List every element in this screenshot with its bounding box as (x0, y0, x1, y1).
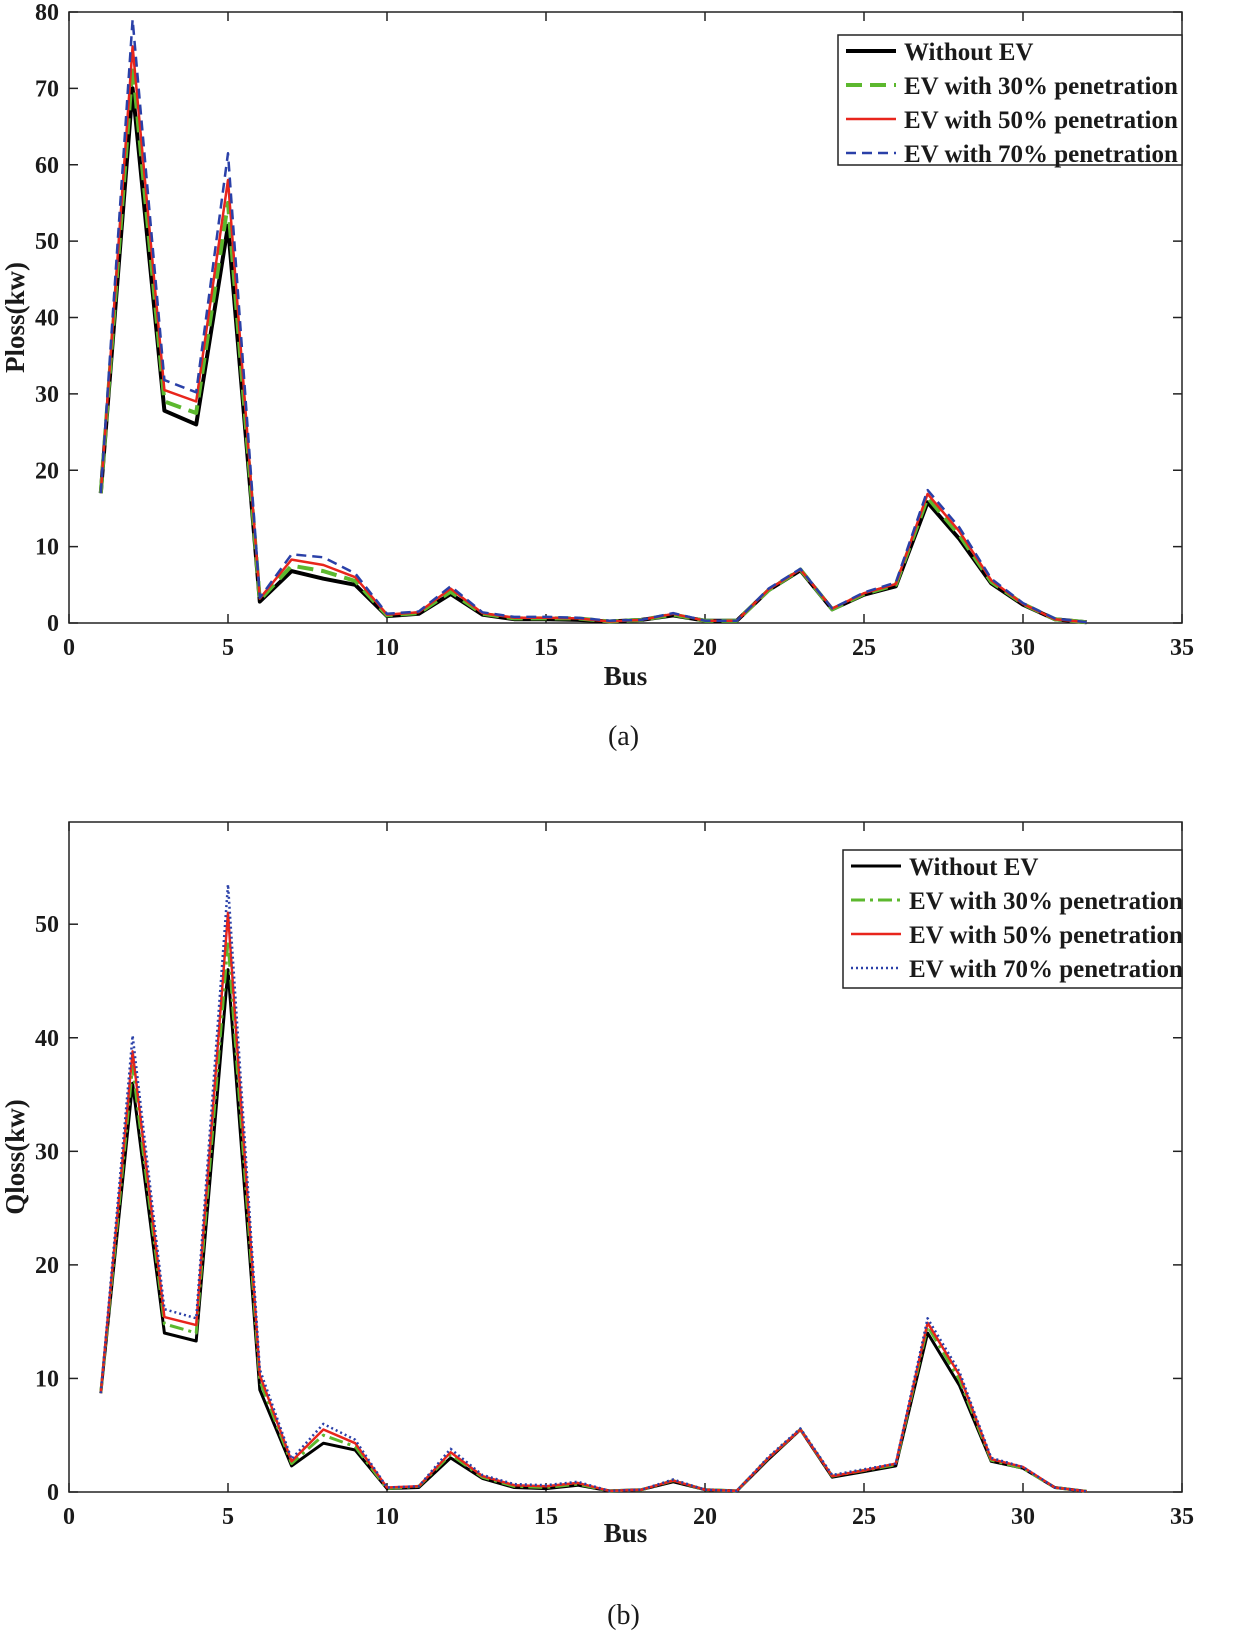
y-tick-label: 30 (35, 1139, 59, 1165)
series-line-3 (99, 911, 1087, 1493)
y-tick-label: 20 (35, 1253, 59, 1279)
legend-entry-2: EV with 30% penetration (904, 73, 1178, 100)
x-tick-label: 0 (63, 635, 75, 661)
x-tick-label: 20 (693, 635, 717, 661)
x-tick-label: 25 (852, 1504, 876, 1530)
legend: Without EV EV with 30% penetration EV with… (842, 849, 1183, 989)
y-tick-label: 10 (35, 1366, 59, 1392)
y-tick-label: 40 (35, 306, 59, 332)
x-tick-label: 25 (852, 635, 876, 661)
series-line-1 (98, 86, 1087, 625)
y-tick-label: 40 (35, 1026, 59, 1052)
panel-caption: (b) (607, 1600, 640, 1631)
x-tick-label: 15 (534, 1504, 558, 1530)
series-line-4 (99, 18, 1087, 624)
x-tick-label: 35 (1170, 635, 1194, 661)
y-tick-label: 50 (35, 912, 59, 938)
y-tick-label: 20 (35, 458, 59, 484)
legend-entry-4: EV with 70% penetration (904, 141, 1178, 168)
y-axis-label: Qloss(kw) (0, 1099, 30, 1215)
x-axis-label: Bus (604, 1518, 648, 1548)
chart-panel-b: 0 5 10 15 20 25 30 35 0 10 20 30 40 50 Bus Qloss(kw) (b)… (0, 821, 1194, 1631)
x-tick-label: 35 (1170, 1504, 1194, 1530)
y-tick-label: 10 (35, 535, 59, 561)
y-tick-label: 70 (35, 76, 59, 102)
legend-entry-2: EV with 30% penetration (909, 888, 1183, 915)
legend-entry-1: Without EV (909, 854, 1038, 881)
chart-panel-a: 0 5 10 15 20 25 30 35 0 10 20 30 40 50 60 70 80 Bus Ploss(… (0, 0, 1194, 752)
panel-caption: (a) (608, 721, 639, 752)
series-line-4 (99, 883, 1087, 1493)
plot-frame (68, 821, 1183, 1493)
x-tick-label: 15 (534, 635, 558, 661)
x-tick-label: 30 (1011, 635, 1035, 661)
x-tick-label: 5 (222, 635, 234, 661)
legend-entry-4: EV with 70% penetration (909, 956, 1183, 983)
y-axis-label: Ploss(kw) (0, 262, 30, 373)
x-tick-label: 10 (375, 1504, 399, 1530)
x-tick-label: 30 (1011, 1504, 1035, 1530)
legend-box (837, 34, 1183, 166)
x-tick-label: 10 (375, 635, 399, 661)
y-tick-label: 0 (47, 611, 59, 637)
y-tick-label: 50 (35, 229, 59, 255)
y-tick-label: 80 (35, 0, 59, 26)
legend-entry-1: Without EV (904, 39, 1033, 66)
x-tick-label: 20 (693, 1504, 717, 1530)
x-tick-label: 0 (63, 1504, 75, 1530)
legend-entry-3: EV with 50% penetration (909, 922, 1183, 949)
y-tick-label: 0 (47, 1480, 59, 1506)
x-tick-label: 5 (222, 1504, 234, 1530)
legend-box (842, 849, 1183, 989)
y-tick-label: 60 (35, 153, 59, 179)
legend-entry-3: EV with 50% penetration (904, 107, 1178, 134)
y-tick-label: 30 (35, 382, 59, 408)
legend: Without EV EV with 30% penetration EV with… (837, 34, 1183, 168)
x-axis-label: Bus (604, 661, 648, 691)
